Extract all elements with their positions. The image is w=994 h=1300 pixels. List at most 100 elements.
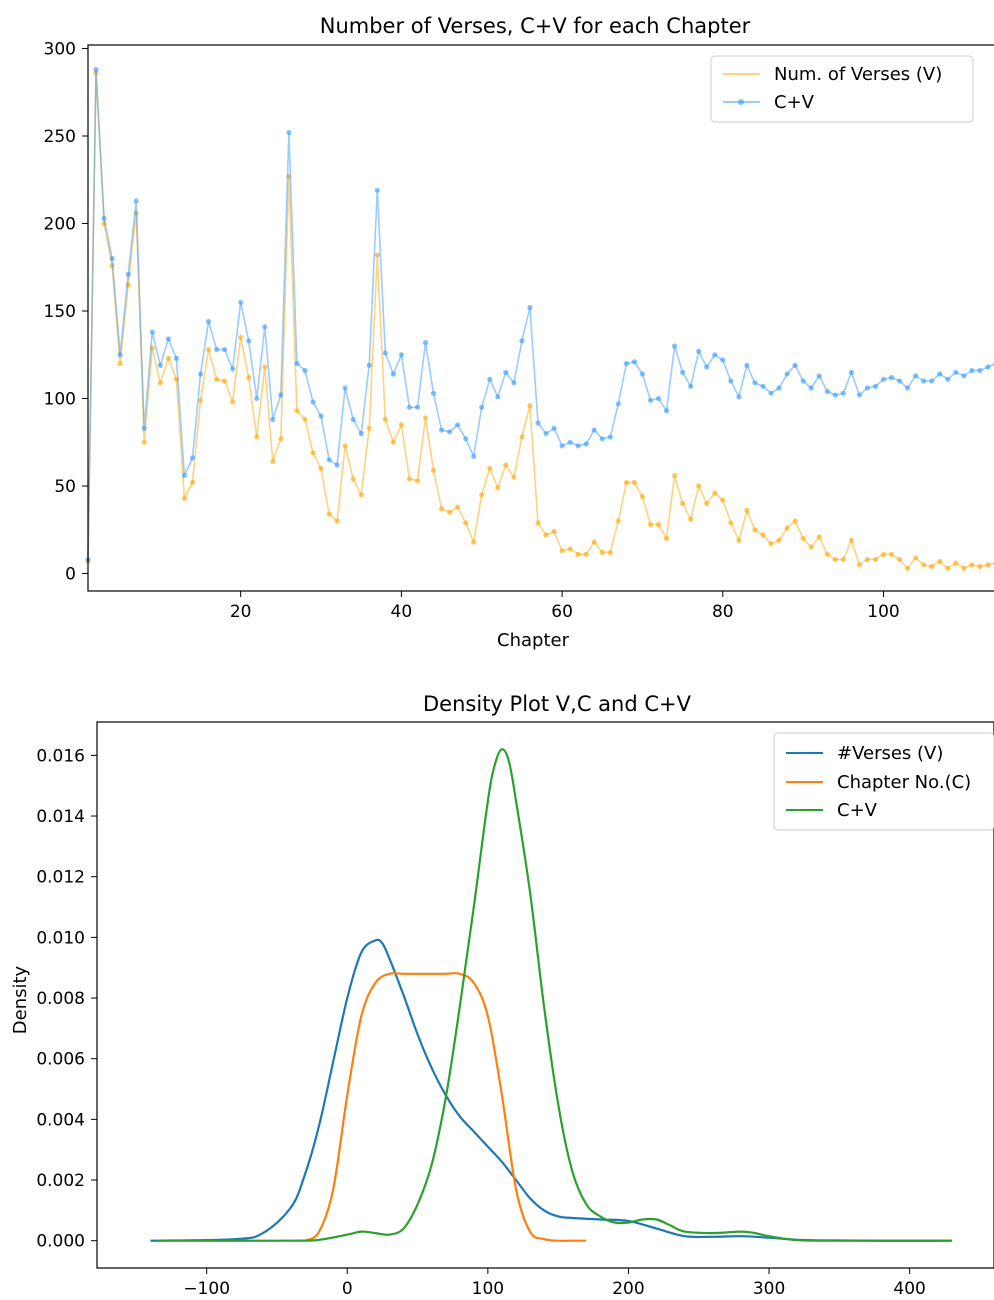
- data-point: [495, 394, 501, 400]
- data-point: [471, 539, 477, 545]
- data-point: [246, 338, 252, 344]
- data-point: [784, 525, 790, 531]
- data-point: [117, 352, 123, 358]
- data-point: [406, 476, 412, 482]
- data-point: [382, 350, 388, 356]
- data-point: [985, 562, 991, 568]
- y-axis-label: Density: [10, 965, 31, 1034]
- data-point: [760, 383, 766, 389]
- data-point: [559, 548, 565, 554]
- data-point: [551, 528, 557, 535]
- x-tick-label: 200: [612, 1279, 644, 1299]
- data-point: [848, 369, 855, 375]
- data-point: [278, 436, 284, 442]
- data-point: [222, 346, 228, 353]
- legend: #Verses (V) Chapter No.(C) C+V: [773, 732, 994, 831]
- x-tick-label: 0: [342, 1279, 353, 1299]
- data-point: [455, 422, 461, 428]
- data-point: [559, 443, 565, 449]
- x-axis-ticks: 20 40 60 80 100: [230, 591, 900, 622]
- density-line-2: [157, 748, 952, 1242]
- data-point: [222, 378, 228, 384]
- y-tick-label: 0.002: [36, 1171, 85, 1191]
- x-axis-label: Chapter: [497, 630, 570, 651]
- data-point: [623, 479, 630, 486]
- data-point: [808, 544, 814, 550]
- data-point: [342, 385, 348, 391]
- data-point: [720, 357, 726, 363]
- data-point: [663, 535, 670, 542]
- data-point: [880, 551, 887, 557]
- data-point: [631, 359, 638, 365]
- legend-label-cv: C+V: [774, 92, 815, 113]
- data-point: [334, 462, 340, 468]
- data-point: [270, 458, 276, 465]
- data-point: [816, 373, 822, 379]
- density-line-0: [150, 938, 952, 1242]
- data-point: [230, 399, 236, 405]
- data-point: [929, 563, 935, 570]
- data-point: [720, 497, 726, 503]
- data-point: [302, 367, 308, 374]
- data-point: [181, 495, 187, 501]
- data-point: [447, 429, 453, 435]
- data-point: [977, 563, 983, 570]
- data-point: [856, 562, 863, 568]
- data-point: [575, 443, 581, 449]
- data-point: [639, 493, 646, 500]
- chart-title: Density Plot V,C and C+V: [423, 692, 692, 716]
- x-tick-label: 100: [472, 1279, 504, 1299]
- data-point: [880, 376, 887, 382]
- x-tick-label: 300: [753, 1279, 785, 1299]
- data-point: [897, 378, 903, 384]
- data-point: [623, 360, 630, 367]
- density-line-1: [304, 972, 587, 1242]
- data-point: [567, 546, 573, 552]
- data-point: [768, 541, 774, 547]
- y-tick-label: 250: [44, 127, 76, 147]
- data-point: [414, 478, 421, 484]
- data-point: [318, 413, 324, 419]
- data-point: [390, 439, 396, 445]
- data-point: [294, 360, 300, 367]
- data-point: [439, 506, 445, 512]
- legend-label-verses: Num. of Verses (V): [774, 64, 942, 85]
- data-point: [422, 339, 429, 346]
- y-tick-label: 0.006: [36, 1050, 85, 1070]
- data-point: [872, 556, 879, 563]
- y-axis-ticks: 0 50 100 150 200 250 300: [44, 40, 88, 585]
- plot-frame: [87, 44, 994, 592]
- data-point: [302, 416, 308, 423]
- data-point: [696, 483, 702, 489]
- data-point: [905, 385, 911, 391]
- data-point: [583, 551, 589, 557]
- data-point: [414, 404, 421, 410]
- data-point: [744, 507, 750, 514]
- data-point: [262, 364, 268, 370]
- data-point: [856, 392, 863, 398]
- series-line-0: [87, 72, 994, 570]
- data-point: [109, 255, 115, 262]
- data-point: [680, 500, 686, 507]
- data-point: [342, 443, 348, 449]
- data-point: [937, 371, 943, 377]
- data-point: [945, 376, 951, 382]
- y-tick-label: 0.016: [36, 746, 85, 766]
- data-point: [872, 383, 879, 389]
- data-point: [487, 465, 493, 472]
- data-point: [543, 532, 549, 538]
- data-point: [551, 425, 557, 431]
- data-point: [712, 352, 718, 358]
- data-point: [334, 518, 340, 524]
- data-point: [189, 479, 196, 486]
- data-point: [696, 348, 702, 354]
- data-point: [149, 329, 155, 335]
- data-point: [535, 420, 541, 426]
- data-point: [214, 376, 220, 382]
- data-point: [704, 500, 710, 507]
- x-tick-label: 80: [712, 602, 734, 622]
- data-point: [647, 397, 654, 403]
- data-point: [430, 467, 437, 473]
- data-point: [503, 369, 509, 375]
